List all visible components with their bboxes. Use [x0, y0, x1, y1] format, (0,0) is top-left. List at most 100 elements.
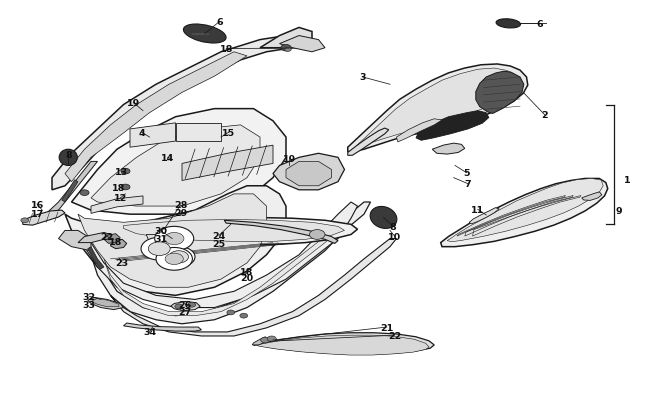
- Text: 6: 6: [216, 18, 223, 27]
- Text: 27: 27: [179, 307, 192, 316]
- Polygon shape: [58, 231, 91, 251]
- Text: 8: 8: [390, 222, 396, 231]
- Text: 22: 22: [388, 331, 401, 340]
- Polygon shape: [78, 194, 266, 288]
- Text: 20: 20: [240, 274, 254, 283]
- Text: 23: 23: [116, 258, 129, 267]
- Polygon shape: [254, 333, 434, 354]
- Polygon shape: [260, 28, 312, 49]
- Polygon shape: [130, 124, 176, 148]
- Polygon shape: [124, 220, 344, 242]
- Text: 19: 19: [127, 99, 140, 108]
- Text: 29: 29: [174, 209, 187, 218]
- Circle shape: [156, 248, 192, 271]
- Circle shape: [267, 336, 276, 342]
- Text: 11: 11: [471, 205, 484, 214]
- Polygon shape: [91, 298, 119, 307]
- Text: 34: 34: [143, 328, 156, 337]
- Text: 9: 9: [616, 207, 622, 216]
- Polygon shape: [280, 36, 325, 53]
- Polygon shape: [124, 323, 202, 331]
- Text: 14: 14: [161, 153, 174, 162]
- Polygon shape: [62, 180, 78, 202]
- Polygon shape: [582, 192, 602, 201]
- Polygon shape: [286, 162, 332, 186]
- Circle shape: [227, 310, 235, 315]
- Polygon shape: [111, 240, 127, 249]
- Text: 30: 30: [154, 226, 167, 235]
- Polygon shape: [171, 302, 200, 311]
- Polygon shape: [416, 111, 489, 141]
- Polygon shape: [432, 144, 465, 155]
- Polygon shape: [469, 208, 499, 224]
- Polygon shape: [91, 202, 370, 324]
- Circle shape: [162, 247, 195, 267]
- Circle shape: [175, 304, 183, 309]
- Text: 15: 15: [222, 128, 235, 137]
- Polygon shape: [104, 234, 120, 244]
- Polygon shape: [72, 109, 286, 215]
- Text: 3: 3: [359, 73, 366, 82]
- Text: 17: 17: [31, 210, 44, 219]
- Text: 18: 18: [109, 237, 122, 246]
- Polygon shape: [65, 186, 286, 296]
- Polygon shape: [88, 247, 104, 269]
- Circle shape: [148, 242, 170, 256]
- Ellipse shape: [183, 25, 226, 44]
- Polygon shape: [257, 335, 429, 355]
- Circle shape: [141, 238, 177, 260]
- Text: 1: 1: [624, 176, 630, 185]
- Text: 33: 33: [83, 300, 96, 309]
- Circle shape: [281, 45, 291, 52]
- Polygon shape: [52, 36, 299, 190]
- Circle shape: [80, 190, 89, 196]
- Text: 2: 2: [541, 111, 548, 120]
- Polygon shape: [46, 162, 98, 215]
- Circle shape: [21, 218, 29, 223]
- Polygon shape: [396, 119, 442, 143]
- Polygon shape: [91, 196, 143, 214]
- Polygon shape: [23, 211, 65, 226]
- Text: 18: 18: [240, 267, 254, 276]
- Text: 26: 26: [179, 300, 192, 309]
- Circle shape: [285, 48, 291, 52]
- Circle shape: [121, 169, 130, 175]
- Circle shape: [169, 251, 188, 263]
- Polygon shape: [146, 235, 172, 243]
- Polygon shape: [91, 126, 260, 207]
- Polygon shape: [176, 124, 221, 142]
- Text: 21: 21: [380, 323, 393, 332]
- Polygon shape: [441, 179, 608, 247]
- Polygon shape: [356, 69, 517, 147]
- Text: 5: 5: [463, 169, 470, 178]
- Polygon shape: [476, 72, 524, 114]
- Text: 32: 32: [83, 292, 96, 301]
- Circle shape: [309, 230, 325, 240]
- Polygon shape: [447, 179, 603, 242]
- Ellipse shape: [370, 207, 397, 229]
- Circle shape: [165, 254, 183, 265]
- Text: 10: 10: [388, 232, 401, 241]
- Circle shape: [188, 303, 196, 307]
- Polygon shape: [273, 154, 344, 190]
- Circle shape: [261, 337, 270, 343]
- Polygon shape: [252, 337, 268, 345]
- Text: 28: 28: [174, 201, 187, 210]
- Ellipse shape: [59, 150, 77, 166]
- Polygon shape: [348, 65, 528, 153]
- Polygon shape: [224, 221, 338, 244]
- Text: 8: 8: [65, 151, 72, 160]
- Circle shape: [164, 233, 184, 245]
- Polygon shape: [111, 239, 396, 336]
- Circle shape: [121, 185, 130, 190]
- Text: 12: 12: [114, 194, 127, 203]
- Polygon shape: [65, 53, 247, 182]
- Text: 16: 16: [31, 200, 44, 209]
- Polygon shape: [348, 129, 389, 156]
- Circle shape: [155, 227, 194, 251]
- Text: 13: 13: [115, 167, 128, 176]
- Circle shape: [240, 313, 248, 318]
- Polygon shape: [88, 298, 124, 310]
- Text: 18: 18: [112, 184, 125, 193]
- Text: 31: 31: [154, 234, 167, 243]
